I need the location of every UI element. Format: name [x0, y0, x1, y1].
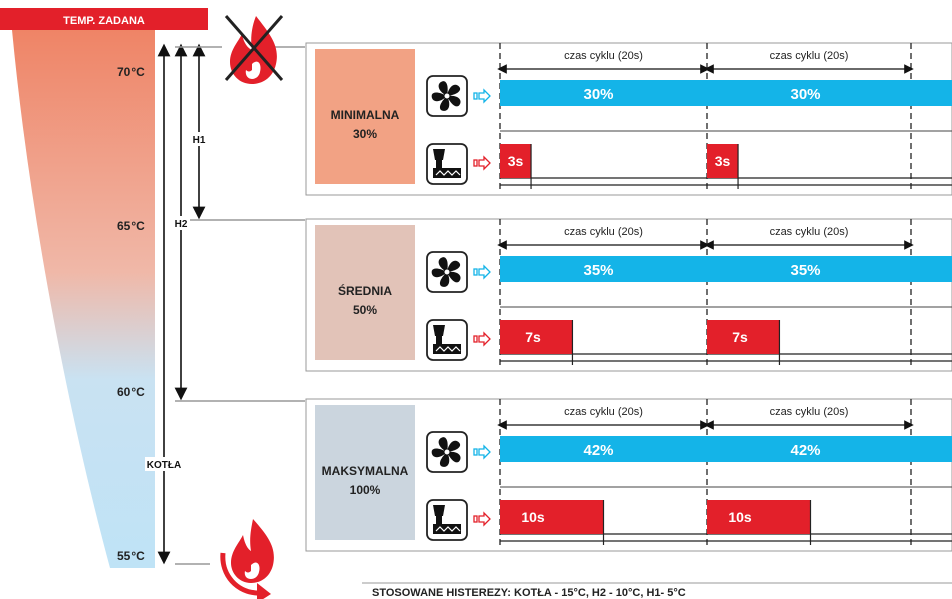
- fan-bar-label: 42%: [583, 442, 613, 459]
- fan-bar: [500, 436, 707, 462]
- feeder-bar: [500, 500, 604, 534]
- fan-arrow-icon: [473, 444, 491, 460]
- set-temperature-header: TEMP. ZADANA: [0, 8, 208, 30]
- temp-60-label: 60°C: [117, 385, 145, 399]
- fan-bar: [707, 256, 952, 282]
- temp-65-label: 65°C: [117, 219, 145, 233]
- temp-55-label: 55°C: [117, 549, 145, 563]
- fan-bar-label: 35%: [583, 262, 613, 279]
- cycle-label: czas cyklu (20s): [770, 406, 849, 418]
- temperature-scale-band: [12, 30, 155, 568]
- feeder-bar: [707, 500, 811, 534]
- set-temperature-label: TEMP. ZADANA: [63, 15, 145, 27]
- level-name: MAKSYMALNA: [322, 464, 409, 478]
- kotla-label: KOTŁA: [147, 460, 181, 471]
- level-swatch: [315, 405, 415, 540]
- hysteresis-footer: STOSOWANE HISTEREZY: KOTŁA - 15°C, H2 - …: [362, 582, 952, 599]
- level-guide-lines: [175, 46, 305, 565]
- feeder-bar: [500, 320, 573, 354]
- flame-restart-icon: [220, 519, 274, 599]
- feeder-arrow-icon: [473, 331, 491, 347]
- feeder-icon: [426, 499, 468, 541]
- feeder-arrow-icon: [473, 155, 491, 171]
- feeder-icon: [426, 143, 468, 185]
- cycle-label: czas cyklu (20s): [770, 226, 849, 238]
- h1-label: H1: [193, 135, 206, 146]
- feeder-bar-label: 10s: [728, 509, 752, 525]
- feeder-bar-label: 10s: [521, 509, 545, 525]
- level-panel: MINIMALNA 30% czas cyklu (20s) czas cyklu (…: [305, 42, 952, 196]
- feeder-bar: [500, 144, 532, 178]
- level-name: ŚREDNIA: [338, 283, 392, 298]
- fan-arrow-icon: [473, 264, 491, 280]
- cycle-label: czas cyklu (20s): [564, 226, 643, 238]
- fan-bar-label: 30%: [790, 86, 820, 103]
- cycle-label: czas cyklu (20s): [564, 406, 643, 418]
- feeder-bar: [707, 320, 780, 354]
- hysteresis-footer-text: STOSOWANE HISTEREZY: KOTŁA - 15°C, H2 - …: [372, 587, 686, 599]
- cycle-label: czas cyklu (20s): [770, 50, 849, 62]
- level-panels: MINIMALNA 30% czas cyklu (20s) czas cyklu (…: [305, 42, 952, 552]
- feeder-bar: [707, 144, 739, 178]
- feeder-bar-label: 3s: [508, 153, 524, 169]
- feeder-arrow-icon: [473, 511, 491, 527]
- fan-bar-label: 42%: [790, 442, 820, 459]
- fan-bar: [500, 256, 707, 282]
- h2-label: H2: [175, 219, 188, 230]
- level-percent: 30%: [353, 127, 377, 141]
- feeder-bar-label: 7s: [525, 329, 541, 345]
- level-name: MINIMALNA: [331, 108, 400, 122]
- temp-70-label: 70°C: [117, 65, 145, 79]
- feeder-bar-label: 7s: [732, 329, 748, 345]
- fan-bar: [707, 436, 952, 462]
- level-panel: ŚREDNIA 50% czas cyklu (20s) czas cyklu (20…: [305, 218, 952, 372]
- feeder-bar-label: 3s: [715, 153, 731, 169]
- level-percent: 50%: [353, 303, 377, 317]
- hysteresis-arrows: [157, 43, 206, 565]
- level-swatch: [315, 49, 415, 184]
- flame-off-icon: [224, 15, 284, 84]
- fan-arrow-icon: [473, 88, 491, 104]
- fan-icon: [426, 75, 468, 117]
- level-panel: MAKSYMALNA 100% czas cyklu (20s) czas cyklu…: [305, 398, 952, 552]
- fan-bar: [707, 80, 952, 106]
- level-swatch: [315, 225, 415, 360]
- feeder-icon: [426, 319, 468, 361]
- cycle-label: czas cyklu (20s): [564, 50, 643, 62]
- fan-bar-label: 35%: [790, 262, 820, 279]
- level-percent: 100%: [350, 483, 381, 497]
- fan-bar-label: 30%: [583, 86, 613, 103]
- fan-bar: [500, 80, 707, 106]
- fan-icon: [426, 431, 468, 473]
- temperature-labels: 70°C 65°C 60°C 55°C: [117, 65, 145, 563]
- fan-icon: [426, 251, 468, 293]
